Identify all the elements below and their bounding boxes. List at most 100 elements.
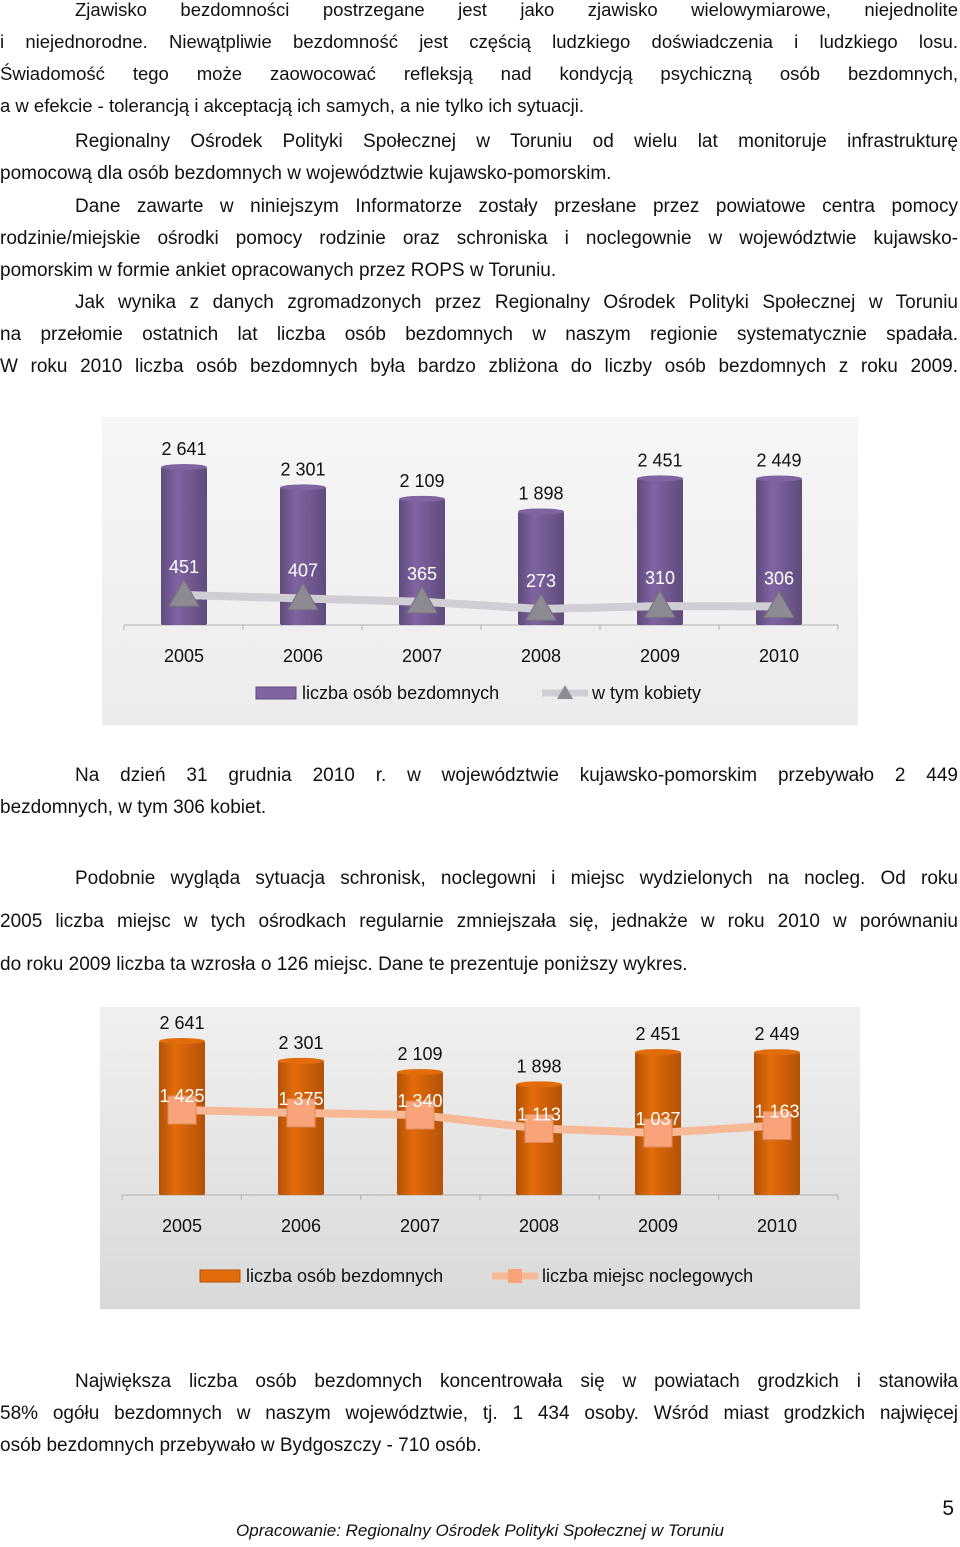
text-line: do roku 2009 liczba ta wzrosła o 126 mie… — [0, 954, 688, 975]
bar-top — [280, 484, 326, 491]
footer-credit: Opracowanie: Regionalny Ośrodek Polityki… — [236, 1521, 724, 1540]
bar — [280, 487, 326, 625]
line-value-label: 1 037 — [635, 1109, 680, 1129]
x-tick-label: 2009 — [638, 1216, 678, 1236]
bar-group — [637, 475, 683, 625]
chart-background — [100, 1007, 860, 1309]
bar-top — [161, 464, 207, 470]
page-number: 5 — [942, 1497, 954, 1520]
x-tick-label: 2008 — [519, 1216, 559, 1236]
line-value-label: 365 — [407, 564, 437, 584]
x-tick-label: 2006 — [281, 1216, 321, 1236]
bar-value-label: 2 451 — [635, 1024, 680, 1044]
bar-group — [278, 1057, 324, 1195]
bar — [161, 467, 207, 625]
line-value-label: 1 163 — [754, 1102, 799, 1122]
bar-top — [399, 495, 445, 502]
bar-value-label: 2 301 — [280, 459, 325, 479]
line-marker — [643, 1118, 673, 1148]
bar-value-label: 1 898 — [516, 1056, 561, 1076]
line-value-label: 451 — [169, 557, 199, 577]
bar-top — [518, 508, 564, 515]
x-tick-label: 2007 — [400, 1216, 440, 1236]
x-tick-label: 2006 — [283, 646, 323, 666]
text-line: pomorskim w formie ankiet opracowanych p… — [0, 260, 557, 281]
bar-value-label: 2 451 — [637, 450, 682, 470]
bar-top — [397, 1069, 443, 1076]
paragraph-shelters: Podobnie wygląda sytuacja schronisk, noc… — [0, 857, 958, 986]
line-marker — [167, 1095, 197, 1125]
bar-value-label: 2 109 — [397, 1044, 442, 1064]
bar-group — [397, 1069, 443, 1195]
text-line: Największa liczba osób bezdomnych koncen… — [75, 1371, 958, 1392]
line-marker — [525, 592, 557, 621]
bar-top — [516, 1081, 562, 1088]
bar-group — [399, 495, 445, 625]
line-series — [180, 591, 783, 613]
bar-value-label: 2 449 — [756, 450, 801, 470]
legend-label-line: liczba miejsc noclegowych — [542, 1266, 753, 1286]
x-tick-label: 2007 — [402, 646, 442, 666]
line-value-label: 407 — [288, 560, 318, 580]
text-line: Podobnie wygląda sytuacja schronisk, noc… — [75, 868, 958, 889]
bar — [518, 511, 564, 625]
chart-shelter-places: 2 641 2 301 2 109 1 898 2 451 2 449 1 425 1 375… — [100, 1007, 860, 1309]
paragraph-rops: Regionalny Ośrodek Polityki Społecznej w… — [0, 126, 958, 190]
line-marker — [524, 1113, 554, 1143]
text-line: pomocową dla osób bezdomnych w województ… — [0, 163, 612, 184]
bar-top — [635, 1049, 681, 1056]
bar-value-label: 2 449 — [754, 1024, 799, 1044]
bar — [399, 498, 445, 625]
text-line: Jak wynika z danych zgromadzonych przez … — [75, 292, 958, 313]
chart-background — [102, 417, 858, 725]
x-tick-label: 2005 — [164, 646, 204, 666]
legend-label-bars: liczba osób bezdomnych — [302, 683, 499, 703]
line-marker — [406, 585, 438, 614]
legend-swatch-bars — [199, 1269, 241, 1283]
line-marker — [644, 590, 676, 618]
text-line: rodzinie/miejskie ośrodki pomocy rodzini… — [0, 228, 958, 249]
text-line: i niejednorodne. Niewątpliwie bezdomność… — [0, 31, 958, 52]
legend-label-line: w tym kobiety — [591, 683, 701, 703]
text-line: 2005 liczba miejsc w tych ośrodkach regu… — [0, 911, 958, 932]
text-line: 58% ogółu bezdomnych w naszym województw… — [0, 1403, 958, 1424]
line-value-label: 1 113 — [517, 1104, 561, 1124]
bar-value-label: 2 301 — [278, 1033, 323, 1053]
line-value-label: 1 425 — [159, 1086, 204, 1106]
paragraph-intro: Zjawisko bezdomności postrzegane jest ja… — [0, 0, 958, 122]
line-marker — [287, 582, 319, 611]
line-value-label: 273 — [526, 571, 556, 591]
line-value-label: 310 — [645, 568, 675, 588]
x-tick-label: 2009 — [640, 646, 680, 666]
line-value-label: 306 — [764, 568, 794, 588]
bar-group — [756, 475, 802, 625]
text-line: osób bezdomnych przebywało w Bydgoszczy … — [0, 1435, 482, 1456]
legend-marker — [557, 685, 573, 699]
legend-swatch-bars — [255, 686, 297, 700]
text-line: Regionalny Ośrodek Polityki Społecznej w… — [75, 131, 958, 152]
bar-value-label: 2 641 — [161, 439, 206, 459]
text-line: W roku 2010 liczba osób bezdomnych była … — [0, 356, 958, 377]
text-line: Dane zawarte w niniejszym Informatorze z… — [75, 196, 958, 217]
line-value-label: 1 340 — [397, 1091, 442, 1111]
bar-top — [756, 475, 802, 482]
bar-group — [280, 484, 326, 625]
bar-value-label: 1 898 — [518, 483, 563, 503]
line-marker — [763, 590, 795, 619]
x-tick-label: 2005 — [162, 1216, 202, 1236]
paragraph-summary-2010: Na dzień 31 grudnia 2010 r. w województw… — [0, 760, 958, 824]
text-line: Zjawisko bezdomności postrzegane jest ja… — [75, 0, 958, 20]
x-tick-label: 2010 — [757, 1216, 797, 1236]
text-line: na przełomie ostatnich lat liczba osób b… — [0, 324, 958, 345]
bar-top — [159, 1038, 205, 1044]
bar — [756, 478, 802, 625]
paragraph-cities: Największa liczba osób bezdomnych koncen… — [0, 1366, 958, 1462]
line-marker — [286, 1098, 316, 1128]
bar-top — [754, 1049, 800, 1056]
line-marker — [168, 578, 200, 607]
bar-group — [518, 508, 564, 625]
paragraph-trend: Jak wynika z danych zgromadzonych przez … — [0, 287, 958, 383]
legend-label-bars: liczba osób bezdomnych — [246, 1266, 443, 1286]
text-line: Świadomość tego może zaowocować refleksj… — [0, 63, 958, 84]
bar — [637, 478, 683, 625]
